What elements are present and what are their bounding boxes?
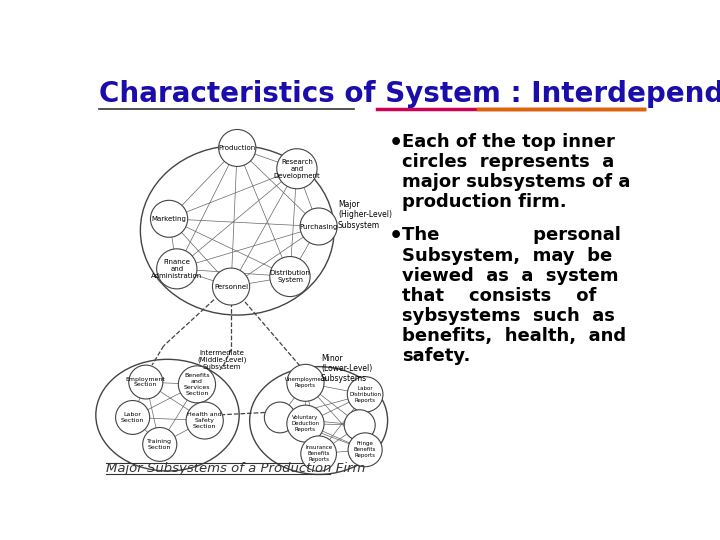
Circle shape: [129, 365, 163, 399]
Text: Purchasing: Purchasing: [300, 224, 338, 230]
Text: benefits,  health,  and: benefits, health, and: [402, 327, 626, 345]
Text: •: •: [388, 226, 402, 246]
Text: Insurance
Benefits
Reports: Insurance Benefits Reports: [305, 446, 332, 462]
Text: Minor
(Lower-Level)
Subsystems: Minor (Lower-Level) Subsystems: [321, 354, 372, 383]
Text: Employment
Section: Employment Section: [126, 376, 166, 387]
Text: The               personal: The personal: [402, 226, 621, 245]
Circle shape: [116, 401, 150, 434]
Circle shape: [287, 364, 324, 401]
Text: Labor
Section: Labor Section: [121, 412, 144, 423]
Text: •: •: [388, 132, 402, 153]
Circle shape: [301, 436, 336, 471]
Circle shape: [276, 148, 317, 189]
Circle shape: [157, 249, 197, 289]
Text: that    consists    of: that consists of: [402, 287, 597, 305]
Circle shape: [143, 428, 177, 461]
Text: Research
and
Development: Research and Development: [274, 159, 320, 179]
Text: Distribution
System: Distribution System: [269, 270, 310, 283]
Text: Benefits
and
Services
Section: Benefits and Services Section: [184, 373, 210, 395]
Circle shape: [179, 366, 215, 403]
Circle shape: [264, 402, 295, 433]
Text: Personnel: Personnel: [214, 284, 248, 289]
Text: Production: Production: [219, 145, 256, 151]
Text: Finance
and
Administration: Finance and Administration: [151, 259, 202, 279]
Circle shape: [150, 200, 188, 237]
Text: production firm.: production firm.: [402, 193, 567, 211]
Text: sybsystems  such  as: sybsystems such as: [402, 307, 615, 325]
Text: Marketing: Marketing: [152, 216, 186, 222]
Circle shape: [186, 402, 223, 439]
Circle shape: [300, 208, 337, 245]
Text: circles  represents  a: circles represents a: [402, 153, 615, 171]
Circle shape: [270, 256, 310, 296]
Text: safety.: safety.: [402, 347, 471, 364]
Text: viewed  as  a  system: viewed as a system: [402, 267, 618, 285]
Text: Training
Section: Training Section: [148, 439, 172, 450]
Text: Subsystem,  may  be: Subsystem, may be: [402, 247, 613, 265]
Text: Fringe
Benefits
Reports: Fringe Benefits Reports: [354, 442, 377, 458]
Text: Major Subsystems of a Production Firm: Major Subsystems of a Production Firm: [106, 462, 365, 475]
Text: major subsystems of a: major subsystems of a: [402, 173, 631, 191]
Text: Major
(Higher-Level)
Subsystem: Major (Higher-Level) Subsystem: [338, 200, 392, 230]
Text: Each of the top inner: Each of the top inner: [402, 132, 615, 151]
Text: Unemployment
Reports: Unemployment Reports: [284, 377, 327, 388]
Circle shape: [287, 405, 324, 442]
Text: Intermediate
(Middle-Level)
Subsystem: Intermediate (Middle-Level) Subsystem: [197, 350, 246, 370]
Circle shape: [219, 130, 256, 166]
Text: Health and
Safety
Section: Health and Safety Section: [187, 412, 222, 429]
Text: Labor
Distribution
Reports: Labor Distribution Reports: [349, 386, 381, 403]
Text: Characteristics of System : Interdependence: Characteristics of System : Interdepende…: [99, 80, 720, 108]
Circle shape: [347, 377, 383, 412]
Circle shape: [344, 410, 375, 441]
Text: Voluntary
Deduction
Reports: Voluntary Deduction Reports: [292, 415, 320, 432]
Circle shape: [212, 268, 250, 305]
Circle shape: [348, 433, 382, 467]
